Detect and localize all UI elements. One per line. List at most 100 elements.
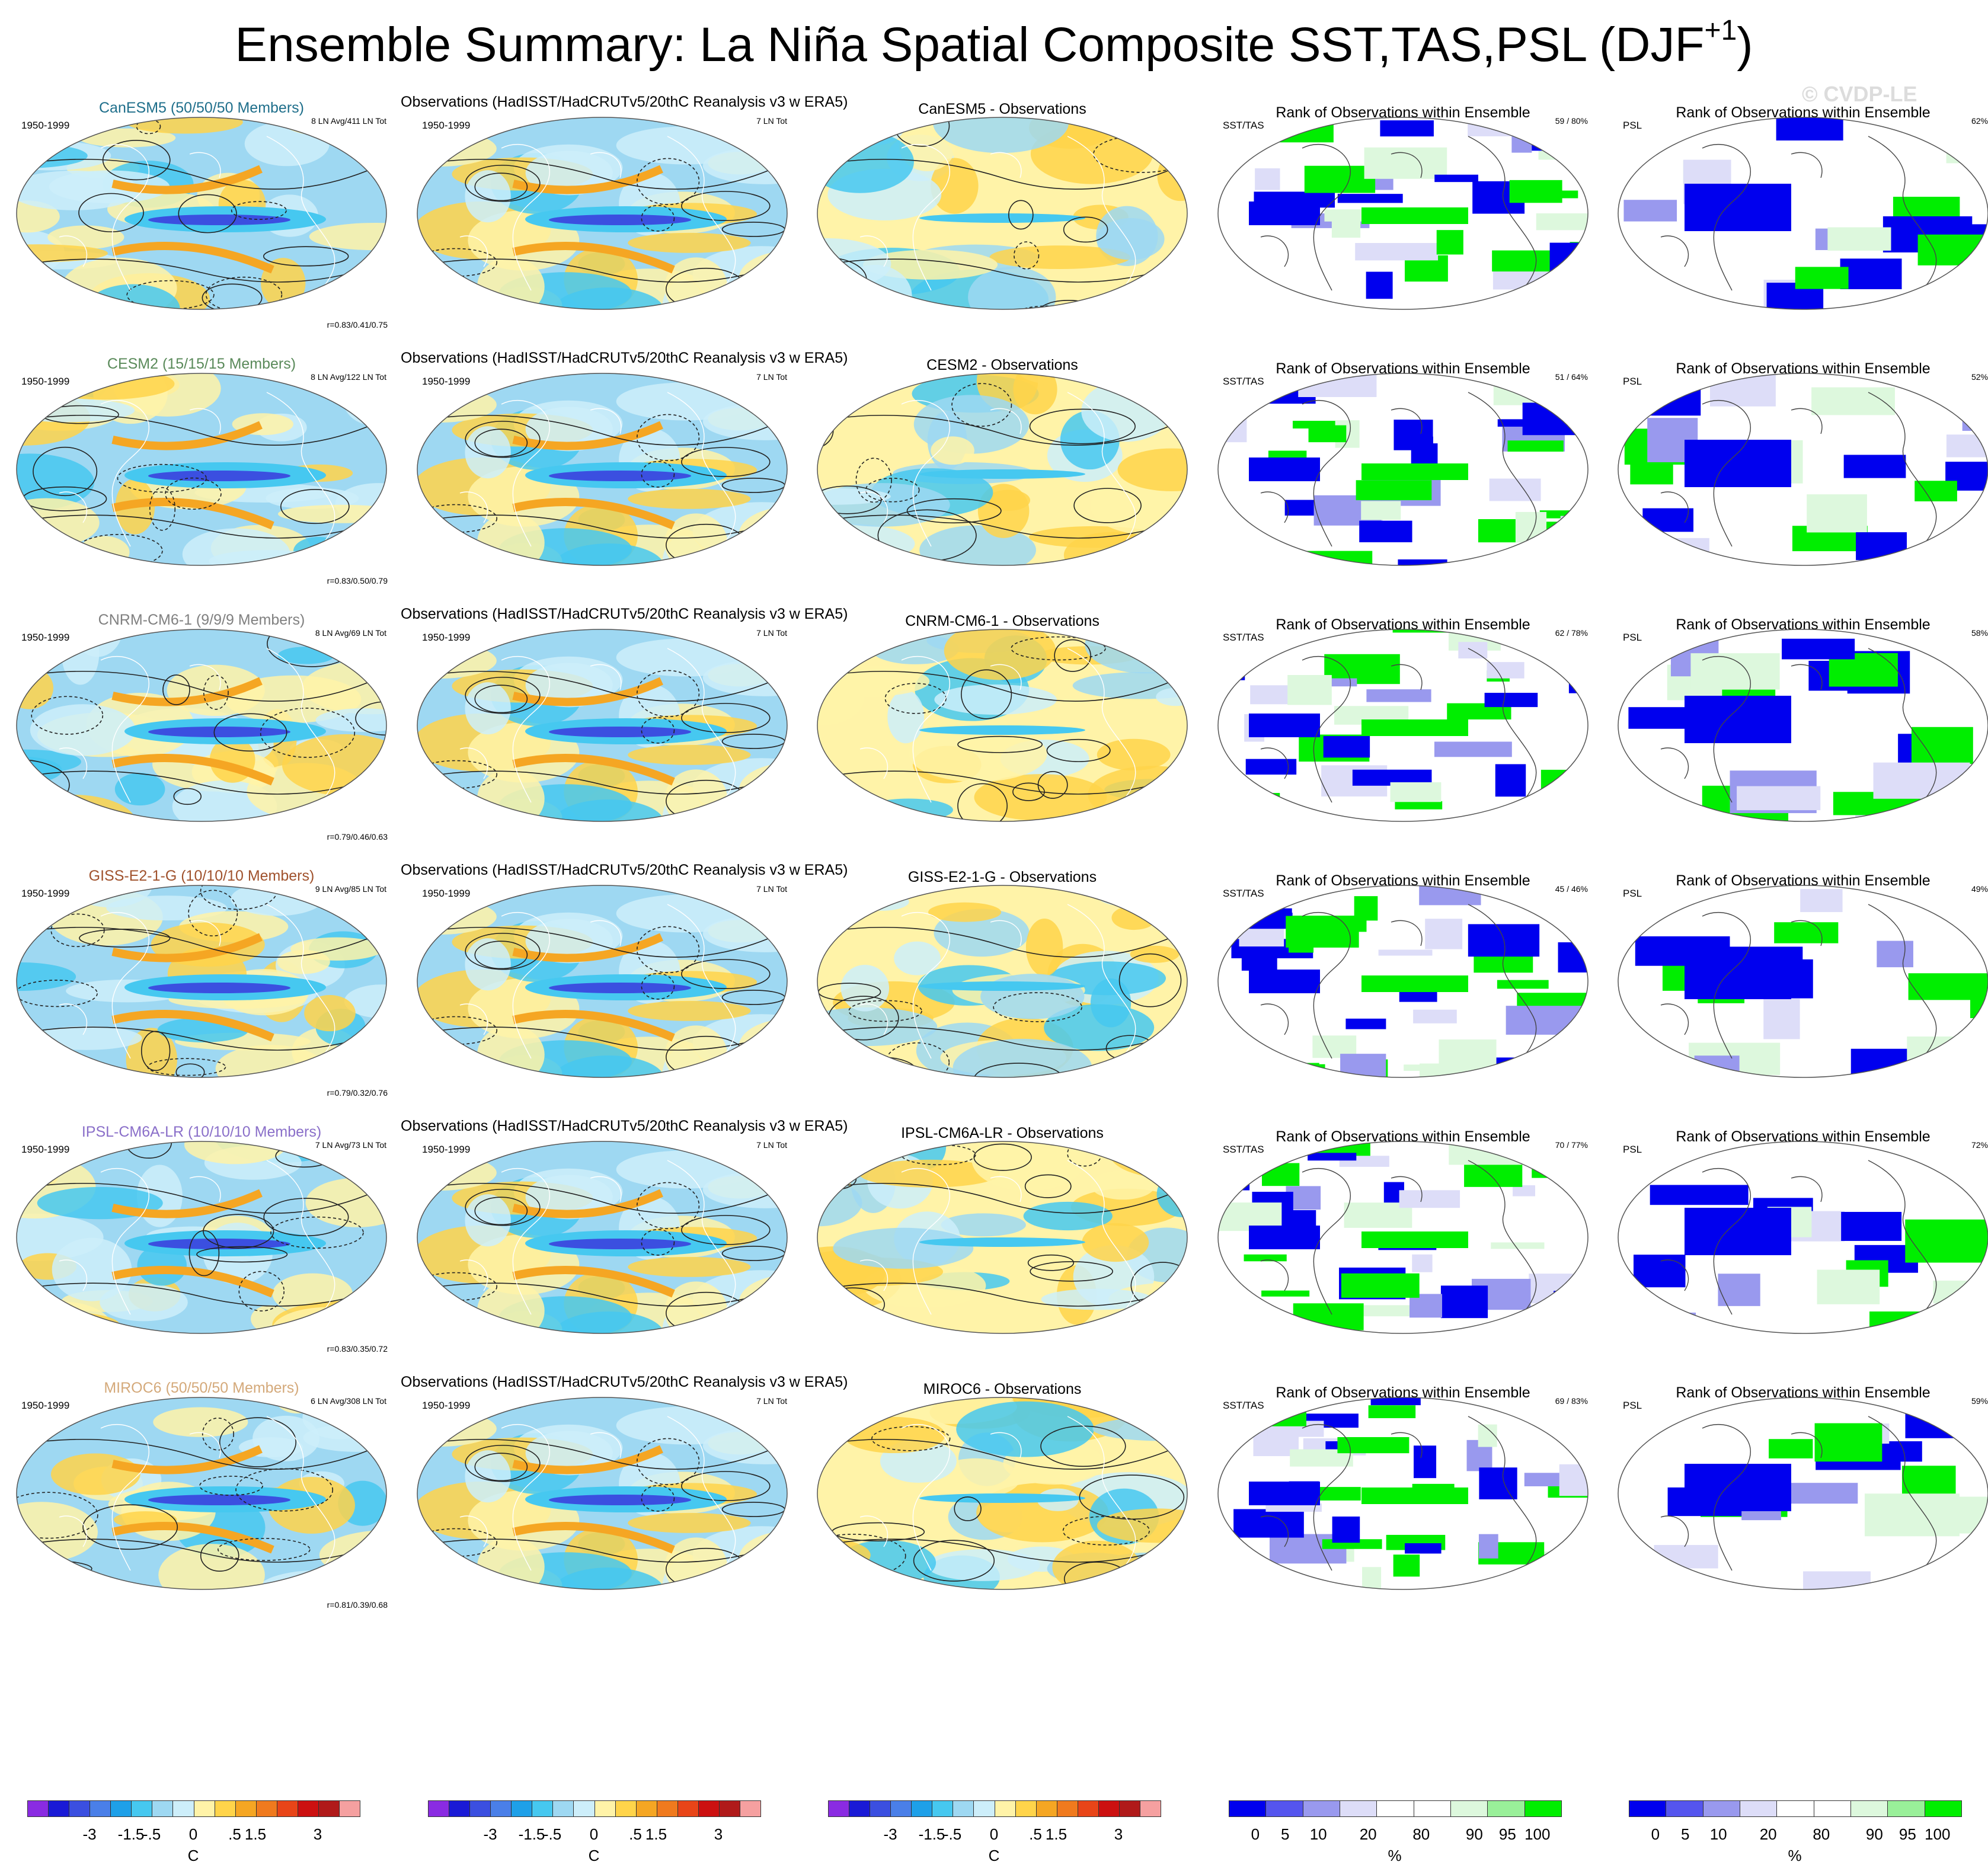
observations-panel: Observations (HadISST/HadCRUTv5/20thC Re… [401, 589, 848, 838]
cold-tongue-core [549, 215, 691, 225]
rank-patch [1960, 530, 1988, 565]
colorbar-swatch [1850, 1801, 1888, 1816]
colorbar-tick-label: 20 [1359, 1825, 1377, 1843]
colorbar-swatch [1777, 1801, 1814, 1816]
rank-patch [1520, 1070, 1564, 1077]
map-outline [417, 373, 788, 566]
rank-patch [1690, 653, 1780, 690]
rank-patch [1618, 385, 1701, 416]
observations-panel: Observations (HadISST/HadCRUTv5/20thC Re… [401, 333, 848, 582]
map-outline [16, 117, 387, 310]
warm-band-south [111, 1010, 274, 1042]
rank-percent-label: 58% [1971, 628, 1988, 638]
figure-title-close: ) [1737, 18, 1753, 72]
psl-contour [465, 421, 541, 458]
colorbar-tick-label: .5 [1029, 1825, 1042, 1843]
psl-contour [817, 158, 1187, 190]
cold-tongue-core [148, 471, 290, 481]
rank-patch [1364, 147, 1447, 179]
coastline [859, 392, 1136, 547]
anomaly-patch [336, 1402, 386, 1437]
colorbar-swatch [1377, 1801, 1414, 1816]
anomaly-patch [52, 1237, 132, 1301]
figure-title-superscript: +1 [1704, 15, 1737, 46]
anomaly-patch [1117, 448, 1187, 491]
psl-contour [417, 504, 498, 533]
colorbar-tick-label: .5 [228, 1825, 241, 1843]
psl-contour [17, 1282, 386, 1307]
colorbar-swatch [1098, 1801, 1120, 1816]
rank-patch [1359, 1305, 1425, 1317]
rank-patch [1247, 1565, 1268, 1584]
rank-patch [1907, 1037, 1957, 1070]
rank-patch [1249, 970, 1320, 993]
psl-contour [260, 708, 356, 758]
rank-patch [1464, 1160, 1523, 1187]
rank-patch [1561, 664, 1588, 671]
map-outline [1618, 117, 1988, 310]
anomaly-patch [477, 257, 545, 309]
rank-percent-label: 52% [1971, 372, 1988, 382]
cold-tongue-core [148, 215, 290, 225]
rank-patch [1484, 693, 1538, 708]
rank-patch [1361, 463, 1468, 480]
warm-band-south [111, 1522, 274, 1554]
anomaly-patch [843, 1416, 945, 1454]
rank-patch [1434, 741, 1512, 757]
colorbar-swatch [318, 1801, 340, 1816]
rank-patch [1298, 373, 1377, 398]
anomaly-patch [465, 1194, 511, 1247]
rank-patch [1497, 980, 1549, 989]
anomaly-patch [987, 490, 1031, 511]
psl-contour [1014, 241, 1040, 270]
psl-contour [417, 248, 498, 277]
coastline [859, 1160, 1136, 1315]
psl-contour [465, 933, 541, 970]
rank-psl-map-0 [1618, 117, 1988, 310]
anomaly-patch [309, 222, 386, 251]
rank-patch [1938, 1562, 1988, 1588]
anomaly-patch [344, 984, 386, 1018]
rank-patch [1361, 1487, 1468, 1504]
rank-patch [1359, 520, 1412, 543]
rank-patch [1368, 1405, 1416, 1419]
cold-bias-band [919, 469, 1085, 479]
anomaly-patch [225, 675, 362, 723]
observations-panel-title: Observations (HadISST/HadCRUTv5/20thC Re… [401, 606, 848, 622]
obs-map-2 [417, 629, 788, 822]
pattern-correlation-label: r=0.83/0.41/0.75 [327, 320, 388, 330]
psl-contour [1018, 305, 1078, 309]
psl-contour [465, 165, 541, 202]
rank-patch [1341, 1273, 1420, 1298]
rank-patch [1685, 440, 1791, 487]
colorbar-swatch [1814, 1801, 1851, 1816]
rank-patch [1419, 1063, 1482, 1077]
colorbar-tick-label: 3 [1114, 1825, 1123, 1843]
psl-contour [263, 246, 349, 267]
diff-map-5 [817, 1397, 1188, 1590]
map-outline [16, 629, 387, 822]
psl-contour [681, 703, 771, 733]
rank-psl-map-4 [1618, 1141, 1988, 1334]
map-outline [417, 629, 788, 822]
psl-contour [817, 926, 1187, 958]
anomaly-patch [909, 726, 1047, 782]
warm-band-north [512, 165, 663, 194]
psl-contour [817, 670, 1187, 702]
colorbar-swatch [277, 1801, 298, 1816]
model-map-2 [16, 629, 387, 822]
rank-psl-panel: Rank of Observations within Ensemble PSL 7… [1613, 1101, 1988, 1350]
rank-patch [1513, 1185, 1535, 1197]
psl-contour [417, 926, 787, 958]
colorbar-tick-label: 0 [589, 1825, 599, 1843]
rank-patch [1718, 1274, 1760, 1306]
observations-panel-title: Observations (HadISST/HadCRUTv5/20thC Re… [401, 350, 848, 366]
anomaly-patch [1013, 373, 1057, 415]
coastline [1260, 648, 1537, 803]
rank-patch [1633, 1255, 1686, 1288]
rank-patch [1841, 1211, 1902, 1241]
psl-contour [1038, 300, 1099, 309]
rank-patch [1308, 1153, 1357, 1161]
rank-patch [1685, 1208, 1791, 1255]
anomaly-patch [628, 1000, 751, 1021]
